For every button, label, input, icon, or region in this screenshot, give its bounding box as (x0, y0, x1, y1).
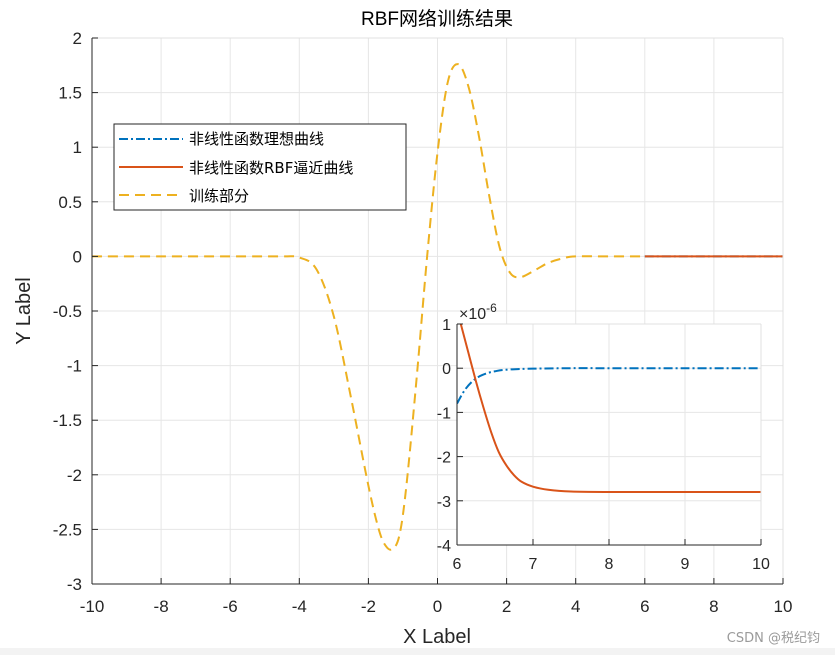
y-tick-label: 2 (73, 29, 82, 48)
y-tick-label: 0 (73, 247, 82, 266)
x-axis-label: X Label (403, 626, 471, 648)
x-tick-label: 4 (571, 597, 580, 616)
y-tick-label: -4 (437, 538, 451, 555)
series-line-dash-dot (457, 367, 761, 405)
main-y-tick-labels: 2 1.5 1 0.5 0 -0.5 -1 -1.5 -2 -2.5 -3 (53, 29, 82, 594)
x-tick-label: -2 (361, 597, 376, 616)
y-tick-label: -3 (437, 494, 451, 511)
x-tick-label: -8 (154, 597, 169, 616)
watermark: CSDN @税纪钧 (727, 631, 820, 646)
y-tick-label: -0.5 (53, 302, 82, 321)
x-tick-label: 6 (640, 597, 649, 616)
inset-exponent-label: ×10-6 (459, 301, 497, 323)
chart-title: RBF网络训练结果 (361, 8, 513, 30)
x-tick-label: 8 (605, 556, 614, 573)
x-tick-label: 0 (433, 597, 442, 616)
series-line-dashed (92, 63, 645, 551)
main-data-lines (92, 63, 783, 551)
y-tick-label: 0.5 (58, 193, 82, 212)
x-tick-label: 10 (774, 597, 793, 616)
series-line-solid (459, 323, 761, 493)
inset-y-tick-labels: 1 0 -1 -2 -3 -4 (437, 317, 451, 555)
legend[interactable]: 非线性函数理想曲线 非线性函数RBF逼近曲线 训练部分 (113, 123, 407, 211)
y-tick-label: -1 (437, 405, 451, 422)
x-tick-label: 9 (681, 556, 690, 573)
y-tick-label: 1 (442, 317, 451, 334)
y-tick-label: -1 (67, 357, 82, 376)
y-tick-label: -1.5 (53, 411, 82, 430)
y-tick-label: -2.5 (53, 520, 82, 539)
x-tick-label: 10 (752, 556, 770, 573)
x-tick-label: 7 (529, 556, 538, 573)
legend-item-ideal: 非线性函数理想曲线 (189, 130, 324, 148)
y-tick-label: -2 (437, 450, 451, 467)
y-tick-label: -2 (67, 466, 82, 485)
x-tick-label: 6 (453, 556, 462, 573)
footer-bar (0, 648, 835, 655)
x-tick-label: 8 (709, 597, 718, 616)
y-axis-label: Y Label (13, 277, 35, 344)
x-tick-label: -4 (292, 597, 307, 616)
main-ticks (91, 37, 784, 585)
legend-item-train: 训练部分 (189, 187, 249, 205)
main-x-tick-labels: -10 -8 -6 -4 -2 0 2 4 6 8 10 (80, 597, 793, 616)
inset-x-tick-labels: 6 7 8 9 10 (453, 556, 770, 573)
y-tick-label: -3 (67, 575, 82, 594)
x-tick-label: -10 (80, 597, 105, 616)
inset-ticks (456, 323, 762, 546)
y-tick-label: 1.5 (58, 84, 82, 103)
y-tick-label: 1 (73, 138, 82, 157)
inset-axes: 6 7 8 9 10 10-1-2-3-4 ×10-6 (437, 301, 770, 573)
x-tick-label: -6 (223, 597, 238, 616)
legend-item-approx: 非线性函数RBF逼近曲线 (189, 159, 353, 177)
y-tick-label: 0 (442, 361, 451, 378)
x-tick-label: 2 (502, 597, 511, 616)
inset-data-lines (457, 323, 761, 493)
